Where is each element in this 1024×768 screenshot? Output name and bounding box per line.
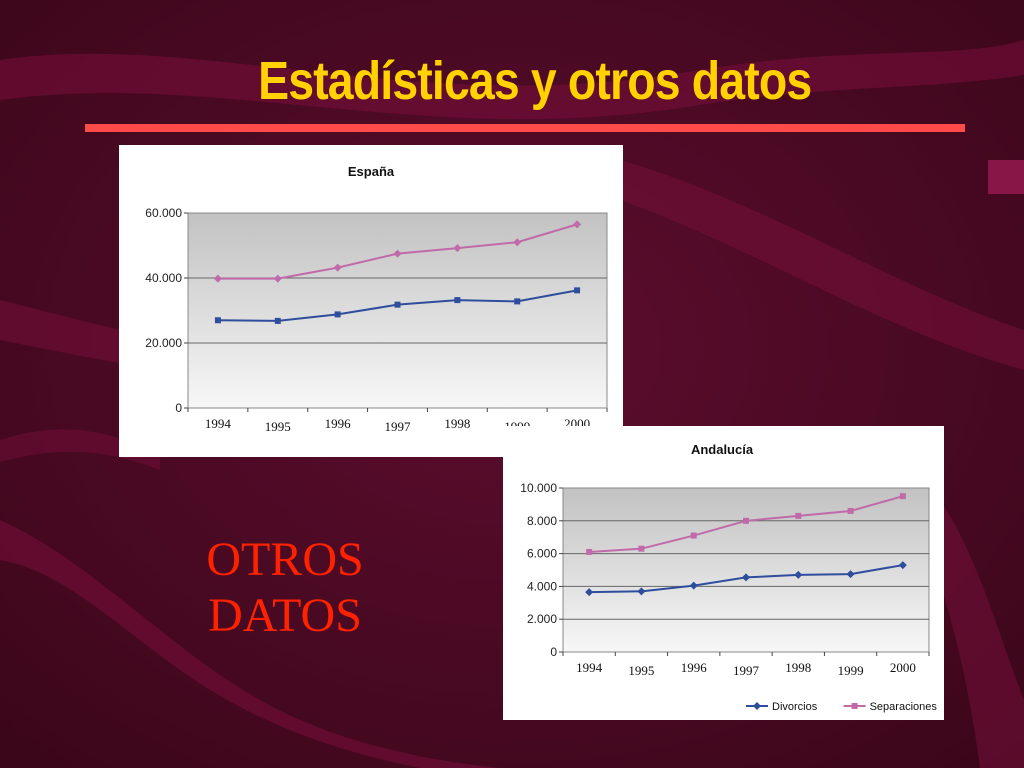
legend-label: Divorcios bbox=[772, 701, 818, 713]
chart-espana: España 0 20.000 40.000 60.000 1994 1995 1996 199… bbox=[119, 145, 623, 457]
legend-marker bbox=[753, 702, 761, 710]
y-tick-label: 60.000 bbox=[145, 206, 182, 220]
plot-area bbox=[562, 487, 930, 653]
data-point bbox=[795, 512, 802, 519]
data-point bbox=[393, 249, 402, 258]
x-tick-label: 1994 bbox=[576, 660, 603, 675]
series-1 bbox=[213, 220, 582, 283]
x-tick-label: 2000 bbox=[890, 660, 916, 675]
series-0 bbox=[214, 287, 581, 324]
data-point bbox=[574, 287, 581, 294]
data-point bbox=[638, 545, 645, 552]
data-point bbox=[453, 244, 462, 253]
data-point bbox=[214, 317, 221, 324]
y-tick-label: 10.000 bbox=[520, 481, 557, 495]
data-point bbox=[899, 493, 906, 500]
legend-label: Separaciones bbox=[870, 701, 938, 713]
series-0 bbox=[585, 561, 907, 597]
data-point bbox=[394, 301, 401, 308]
otros-datos-label: OTROS DATOS bbox=[160, 532, 410, 644]
title-underline bbox=[85, 124, 965, 132]
data-point bbox=[273, 274, 282, 283]
data-point bbox=[846, 570, 855, 579]
slide-title: Estadísticas y otros datos bbox=[258, 51, 812, 111]
x-tick-label: 1995 bbox=[628, 663, 654, 678]
x-tick-label: 1995 bbox=[265, 419, 291, 434]
data-point bbox=[454, 297, 461, 304]
x-tick-label: 1998 bbox=[785, 660, 811, 675]
otros-datos-line-1: OTROS bbox=[206, 533, 364, 586]
series-1 bbox=[586, 493, 906, 555]
chart-title: España bbox=[348, 164, 395, 179]
y-tick-label: 4.000 bbox=[527, 579, 557, 593]
y-tick-label: 6.000 bbox=[527, 547, 557, 561]
y-tick-label: 8.000 bbox=[527, 514, 557, 528]
otros-datos-line-2: DATOS bbox=[208, 589, 362, 642]
y-tick-label: 2.000 bbox=[527, 612, 557, 626]
data-point bbox=[586, 548, 593, 555]
chart-title: Andalucía bbox=[691, 442, 754, 457]
legend-marker bbox=[851, 703, 858, 709]
data-point bbox=[333, 263, 342, 272]
data-point bbox=[334, 311, 341, 318]
x-tick-label: 1999 bbox=[838, 663, 864, 678]
data-point bbox=[513, 238, 522, 247]
data-point bbox=[514, 298, 521, 305]
x-tick-label: 1996 bbox=[681, 660, 708, 675]
data-point bbox=[689, 581, 698, 590]
data-point bbox=[573, 220, 582, 229]
data-point bbox=[213, 274, 222, 283]
data-point bbox=[898, 561, 907, 570]
y-tick-label: 0 bbox=[175, 401, 182, 415]
x-tick-label: 1997 bbox=[385, 419, 412, 434]
data-point bbox=[585, 588, 594, 597]
x-tick-label: 1997 bbox=[733, 663, 760, 678]
chart-legend: Divorcios Separaciones bbox=[746, 701, 937, 713]
data-point bbox=[743, 517, 749, 524]
chart-espana-svg: España 0 20.000 40.000 60.000 1994 1995 1996 199… bbox=[145, 164, 608, 434]
y-tick-label: 20.000 bbox=[145, 336, 182, 350]
x-tick-label: 1994 bbox=[205, 416, 232, 431]
plot-area bbox=[187, 212, 608, 409]
chart-andalucia-svg: Andalucía 0 2.000 4.000 6.000 8.000 10.000 1994… bbox=[520, 442, 937, 713]
data-point bbox=[690, 532, 697, 539]
data-point bbox=[637, 587, 646, 596]
data-point bbox=[794, 570, 803, 579]
data-point bbox=[847, 507, 854, 514]
data-point bbox=[742, 573, 750, 582]
y-tick-label: 0 bbox=[550, 645, 557, 659]
data-point bbox=[274, 317, 281, 324]
x-tick-label: 1998 bbox=[444, 416, 470, 431]
chart-andalucia: Andalucía 0 2.000 4.000 6.000 8.000 10.000 1994… bbox=[503, 426, 944, 720]
x-tick-label: 1996 bbox=[325, 416, 352, 431]
y-tick-label: 40.000 bbox=[145, 271, 182, 285]
